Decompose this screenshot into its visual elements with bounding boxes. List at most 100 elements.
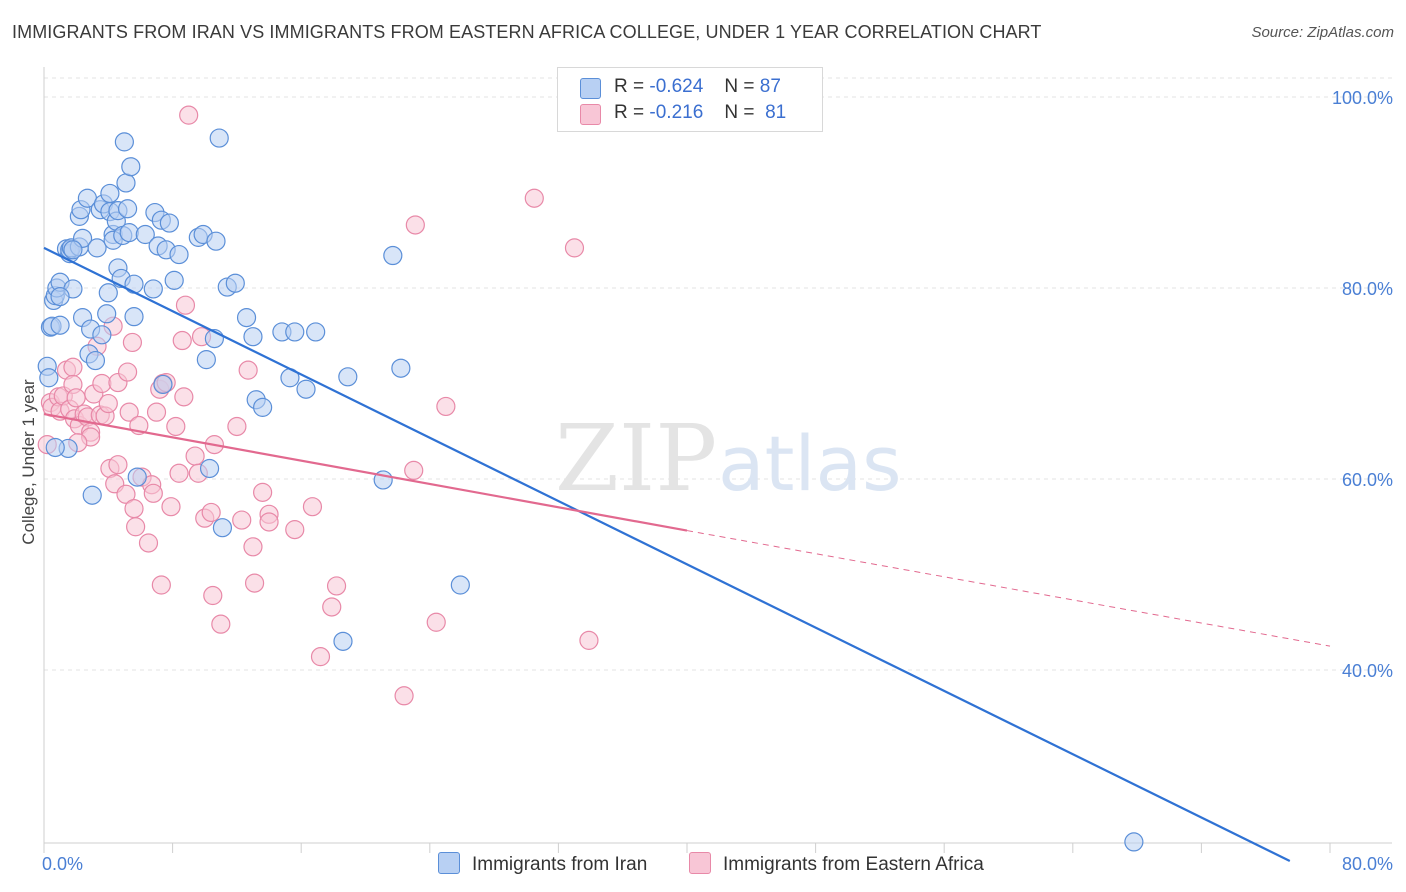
eafrica-point	[253, 482, 273, 502]
eafrica-point	[310, 647, 331, 667]
iran-point	[212, 518, 233, 538]
trend-line-iran	[43, 246, 1291, 862]
iran-point	[50, 286, 70, 307]
eafrica-point	[138, 533, 159, 553]
y-axis-label: College, Under 1 year	[19, 379, 38, 545]
legend-eafrica-r-value: -0.216	[649, 102, 704, 123]
iran-point	[196, 350, 216, 370]
eafrica-point	[436, 396, 456, 417]
iran-point	[45, 437, 65, 458]
eafrica-point	[244, 573, 265, 593]
eafrica-point	[124, 499, 144, 519]
iran-point	[1124, 832, 1144, 852]
x-tick-label-min: 0.0%	[42, 854, 83, 874]
eafrica-point	[579, 630, 599, 650]
eafrica-point	[322, 597, 342, 617]
iran-point	[87, 238, 107, 258]
eafrica-point	[146, 402, 167, 422]
eafrica-point	[524, 188, 544, 208]
y-tick-labels: 100.0% 80.0% 60.0% 40.0%	[1332, 88, 1393, 681]
iran-point	[206, 231, 226, 251]
legend: R = -0.624 N = 87 R = -0.216 N = 81	[557, 67, 823, 132]
legend-eafrica-n-value: 81	[765, 102, 787, 123]
iran-point	[114, 132, 134, 152]
iran-point	[225, 273, 245, 293]
eafrica-point	[302, 497, 323, 517]
iran-point	[296, 379, 316, 399]
trend-line-eafrica-dashed	[686, 530, 1331, 647]
eafrica-point	[151, 575, 171, 595]
iran-point	[143, 279, 163, 299]
chart-title: IMMIGRANTS FROM IRAN VS IMMIGRANTS FROM …	[12, 22, 1042, 42]
eafrica-point	[63, 357, 83, 377]
eafrica-point	[166, 416, 186, 437]
eafrica-point	[232, 510, 252, 530]
iran-point	[100, 183, 120, 204]
y-tick-label-40: 40.0%	[1342, 661, 1393, 681]
iran-point	[209, 128, 229, 148]
eafrica-point	[169, 463, 189, 483]
iran-point	[92, 325, 112, 345]
iran-point	[85, 350, 106, 371]
eafrica-point	[405, 215, 425, 235]
eafrica-point	[126, 517, 146, 537]
eafrica-point	[66, 388, 86, 408]
iran-point	[127, 467, 147, 487]
y-tick-label-100: 100.0%	[1332, 88, 1393, 108]
bottom-legend-eafrica: Immigrants from Eastern Africa	[689, 852, 984, 876]
iran-point	[243, 327, 263, 347]
iran-point	[450, 575, 470, 595]
eafrica-point	[426, 612, 446, 632]
eafrica-point	[172, 330, 192, 351]
eafrica-point	[201, 502, 221, 523]
eafrica-point	[143, 483, 163, 503]
eafrica-point	[119, 402, 139, 422]
iran-point	[50, 315, 70, 335]
eafrica-point	[564, 238, 585, 258]
iran-point	[39, 368, 59, 388]
iran-point	[306, 322, 326, 342]
x-tick-labels: 0.0% 80.0%	[42, 854, 1393, 874]
bottom-legend-label-iran: Immigrants from Iran	[472, 854, 648, 875]
iran-point	[338, 367, 358, 387]
series-iran	[37, 128, 1144, 852]
eafrica-point	[259, 512, 279, 532]
eafrica-point	[174, 387, 194, 407]
eafrica-point	[285, 520, 305, 540]
iran-point	[124, 307, 144, 327]
eafrica-point	[404, 460, 424, 481]
iran-point	[236, 308, 257, 328]
bottom-legend-swatch-eafrica	[689, 852, 711, 874]
eafrica-point	[179, 105, 199, 125]
legend-iran-r-value: -0.624	[649, 76, 704, 97]
source-label: Source: ZipAtlas.com	[1251, 24, 1394, 41]
eafrica-point	[117, 362, 138, 382]
watermark: ZIP atlas	[555, 405, 902, 512]
bottom-legend-iran: Immigrants from Iran	[438, 852, 647, 876]
eafrica-point	[98, 393, 118, 414]
trend-lines	[43, 246, 1331, 862]
eafrica-point	[122, 332, 143, 353]
eafrica-point	[243, 537, 263, 557]
eafrica-point	[185, 446, 205, 466]
eafrica-point	[92, 373, 112, 394]
legend-eafrica-n-label: N =	[724, 102, 755, 123]
iran-point	[169, 244, 189, 265]
iran-point	[121, 157, 141, 177]
series-eastern-africa	[37, 105, 599, 706]
iran-point	[97, 304, 117, 324]
iran-point	[383, 245, 403, 266]
axes	[43, 67, 1392, 853]
legend-iran-r-label: R =	[614, 76, 645, 97]
iran-point	[98, 283, 118, 303]
bottom-legend-label-eafrica: Immigrants from Eastern Africa	[723, 854, 984, 875]
legend-swatch-eafrica	[580, 104, 601, 125]
bottom-legend-swatch-iran	[438, 852, 460, 874]
eafrica-point	[175, 295, 196, 315]
eafrica-point	[326, 576, 347, 596]
y-tick-label-60: 60.0%	[1342, 470, 1393, 490]
trend-line-eafrica	[43, 412, 688, 532]
eafrica-point	[108, 455, 128, 475]
iran-point	[63, 240, 83, 260]
